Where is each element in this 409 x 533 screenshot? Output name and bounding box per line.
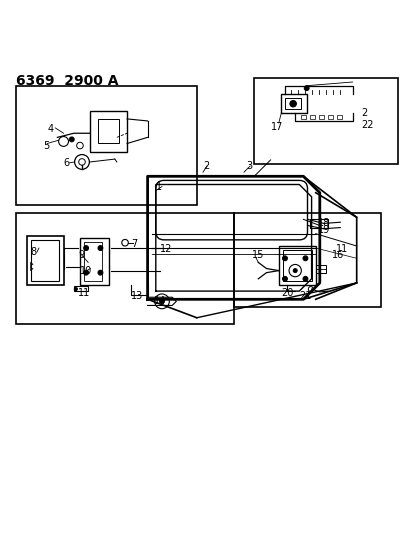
Bar [74, 286, 88, 291]
Bar [31, 240, 59, 281]
Circle shape [282, 276, 287, 281]
Bar [90, 111, 127, 152]
Text: 7: 7 [131, 239, 137, 249]
Circle shape [289, 100, 296, 107]
Bar [301, 115, 306, 119]
Bar [27, 236, 63, 285]
Bar [319, 115, 324, 119]
Text: 22: 22 [360, 120, 372, 130]
Circle shape [303, 86, 308, 91]
Bar [328, 115, 333, 119]
Text: 12: 12 [160, 244, 172, 254]
Bar [310, 115, 315, 119]
Text: 16: 16 [331, 251, 344, 261]
Text: 3: 3 [245, 161, 252, 171]
Bar [98, 119, 119, 143]
Circle shape [83, 270, 88, 275]
Text: 11: 11 [335, 244, 348, 254]
Text: 8: 8 [31, 247, 37, 257]
Text: 9: 9 [78, 251, 84, 261]
Text: 14: 14 [153, 295, 166, 305]
Text: 19: 19 [317, 224, 329, 235]
Bar [80, 238, 108, 285]
Circle shape [98, 270, 103, 275]
Circle shape [159, 299, 164, 304]
Bar [282, 250, 311, 281]
Text: 13: 13 [131, 291, 143, 301]
Circle shape [98, 246, 103, 251]
Bar [315, 265, 325, 273]
Text: 1: 1 [155, 182, 162, 191]
Circle shape [302, 276, 307, 281]
Text: 20: 20 [280, 288, 292, 298]
Circle shape [292, 269, 297, 273]
Circle shape [83, 246, 88, 251]
Text: 10: 10 [80, 266, 92, 277]
Circle shape [302, 256, 307, 261]
Bar [278, 246, 315, 285]
Text: 17: 17 [270, 122, 282, 132]
Circle shape [69, 137, 74, 142]
Text: 6: 6 [63, 158, 70, 168]
Text: 2: 2 [360, 108, 366, 118]
Text: 4: 4 [47, 124, 53, 134]
Text: 2: 2 [202, 161, 209, 171]
Circle shape [282, 256, 287, 261]
Bar [337, 115, 342, 119]
Text: 21: 21 [299, 292, 311, 302]
Circle shape [74, 287, 77, 290]
Text: 18: 18 [317, 219, 329, 229]
Text: 5: 5 [43, 141, 49, 151]
Text: 11: 11 [78, 288, 90, 298]
Bar [309, 219, 327, 228]
Bar [284, 98, 301, 109]
Text: 15: 15 [252, 251, 264, 261]
Text: 6369  2900 A: 6369 2900 A [16, 74, 119, 88]
Bar [84, 242, 102, 281]
